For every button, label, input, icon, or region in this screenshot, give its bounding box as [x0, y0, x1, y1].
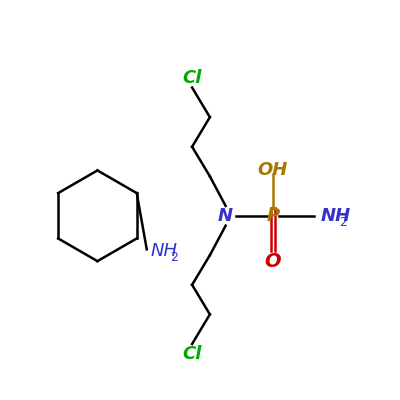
- Text: NH: NH: [320, 207, 350, 225]
- Text: Cl: Cl: [182, 345, 202, 363]
- Text: Cl: Cl: [182, 69, 202, 87]
- Text: P: P: [266, 207, 280, 225]
- Text: 2: 2: [170, 251, 178, 264]
- Text: N: N: [218, 207, 233, 225]
- Text: OH: OH: [258, 162, 288, 180]
- Text: O: O: [265, 252, 281, 271]
- Text: NH: NH: [151, 242, 178, 260]
- Text: 2: 2: [339, 216, 347, 228]
